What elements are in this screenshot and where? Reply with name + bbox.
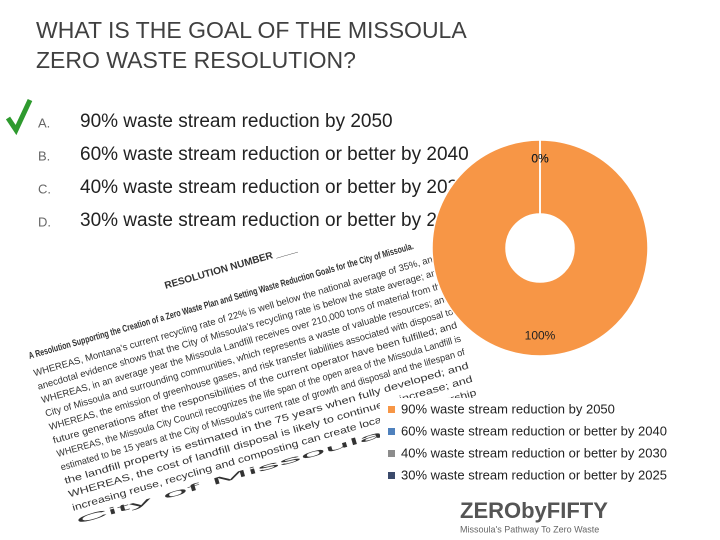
title-line: WHAT IS THE GOAL OF THE MISSOULA — [36, 17, 467, 43]
option-letter: C. — [38, 181, 51, 196]
legend-swatch — [388, 472, 395, 479]
option-letter: B. — [38, 148, 50, 163]
pie-label: 100% — [525, 329, 556, 343]
logo: ZERObyFIFTY Missoula's Pathway To Zero W… — [460, 498, 608, 535]
legend-label: 30% waste stream reduction or better by … — [401, 467, 667, 482]
pie-label: 0% — [531, 152, 549, 166]
logo-tagline: Missoula's Pathway To Zero Waste — [460, 524, 599, 534]
option-letter: D. — [38, 214, 51, 229]
legend-swatch — [388, 428, 395, 435]
title-line: ZERO WASTE RESOLUTION? — [36, 47, 356, 73]
option-letter: A. — [38, 115, 50, 130]
legend-swatch — [388, 450, 395, 457]
check-mark — [5, 98, 33, 136]
option-text: 40% waste stream reduction or better by … — [80, 177, 469, 198]
option-text: 30% waste stream reduction or better by … — [80, 210, 469, 231]
legend-swatch — [388, 406, 395, 413]
legend-label: 40% waste stream reduction or better by … — [401, 445, 667, 460]
legend-label: 60% waste stream reduction or better by … — [401, 423, 667, 438]
legend-label: 90% waste stream reduction by 2050 — [401, 401, 615, 416]
logo-name: ZERObyFIFTY — [460, 498, 608, 523]
option-text: 90% waste stream reduction by 2050 — [80, 111, 393, 132]
legend-box — [380, 398, 700, 490]
pie-slice — [431, 139, 649, 357]
option-text: 60% waste stream reduction or better by … — [80, 144, 469, 165]
